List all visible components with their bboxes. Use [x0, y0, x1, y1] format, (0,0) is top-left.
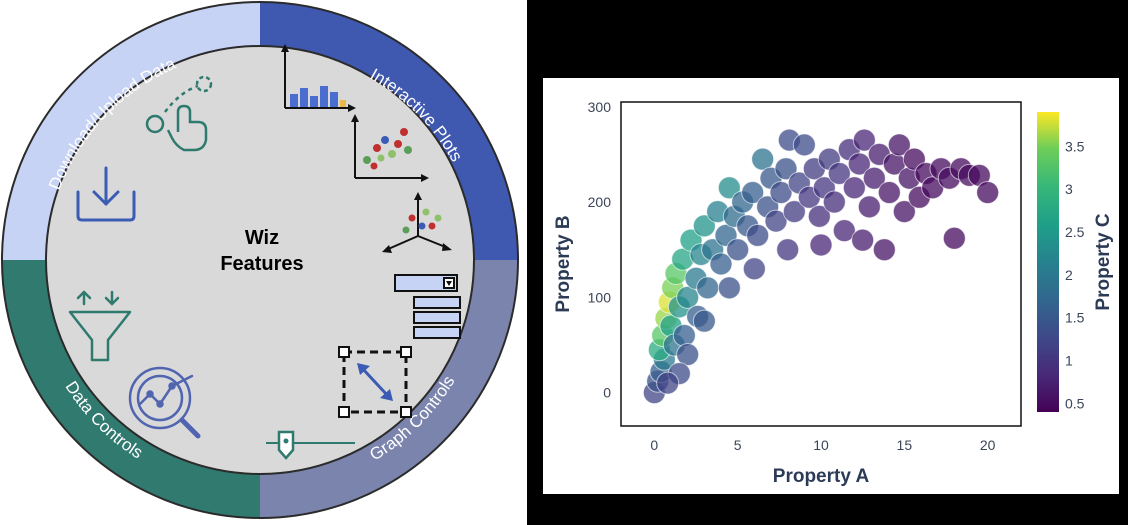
- colorbar-tick-label: 2.5: [1065, 224, 1085, 240]
- dropdown-menu-icon: [394, 274, 461, 339]
- x-tick-label: 10: [813, 437, 829, 453]
- x-axis-title: Property A: [773, 466, 870, 487]
- scatter-point: [809, 233, 833, 257]
- scatter-point: [877, 181, 901, 205]
- plot-frame: [620, 101, 1022, 427]
- scatter-point: [847, 152, 871, 176]
- scatter-point: [656, 371, 680, 395]
- resize-box-icon: [338, 346, 412, 418]
- colorbar-tick-label: 3.5: [1065, 138, 1085, 154]
- scatter-chart-panel: 0 5 10 15 20 0 100 200 300 Property A Property B…: [543, 78, 1119, 494]
- scatter-point: [751, 147, 775, 171]
- colorbar-tick-label: 1.5: [1065, 310, 1085, 326]
- features-wheel-panel: Download/Upload Data Interactive Plots G…: [0, 0, 527, 525]
- scatter-point: [822, 190, 846, 214]
- scatter-point: [741, 181, 765, 205]
- outer-ring-border: [1, 1, 519, 519]
- 3d-scatter-icon: [382, 192, 452, 253]
- scatter-plot-icon: [351, 114, 429, 182]
- center-title-line2: Features: [220, 253, 303, 275]
- scatter-point: [746, 223, 770, 247]
- scatter-point: [692, 214, 716, 238]
- features-wheel: Download/Upload Data Interactive Plots G…: [1, 1, 519, 519]
- scatter-point: [717, 276, 741, 300]
- y-tick-label: 300: [588, 99, 612, 115]
- scatter-point: [827, 161, 851, 185]
- y-tick-label: 200: [588, 194, 612, 210]
- x-tick-label: 20: [980, 437, 996, 453]
- filter-icon: [68, 290, 132, 362]
- x-tick-label: 5: [734, 437, 742, 453]
- scatter-point: [857, 195, 881, 219]
- colorbar: [1037, 112, 1059, 412]
- scatter-point: [892, 200, 916, 224]
- bar-chart-icon: [281, 44, 356, 112]
- scatter-point: [976, 181, 1000, 205]
- scatter-point: [742, 257, 766, 281]
- scatter-points: [642, 128, 1000, 405]
- scatter-point: [769, 181, 793, 205]
- scatter-point: [676, 343, 700, 367]
- colorbar-title: Property C: [1093, 213, 1114, 310]
- colorbar-tick-label: 1: [1065, 353, 1073, 369]
- scatter-point: [709, 252, 733, 276]
- scatter-point: [852, 128, 876, 152]
- scatter-point: [764, 209, 788, 233]
- x-tick-label: 0: [650, 437, 658, 453]
- scatter-point: [717, 176, 741, 200]
- scatter-point: [726, 238, 750, 262]
- colorbar-tick-label: 0.5: [1065, 395, 1085, 411]
- scatter-point: [862, 166, 886, 190]
- scatter-point: [672, 323, 696, 347]
- scatter-point: [851, 228, 875, 252]
- colorbar-tick-label: 2: [1065, 267, 1073, 283]
- scatter-point: [774, 157, 798, 181]
- y-tick-label: 0: [603, 385, 611, 401]
- x-tick-label: 15: [897, 437, 913, 453]
- colorbar-tick-label: 3: [1065, 181, 1073, 197]
- scatter-point: [842, 176, 866, 200]
- scatter-point: [782, 200, 806, 224]
- scatter-point: [692, 309, 716, 333]
- scatter-point: [676, 285, 700, 309]
- scatter-point: [807, 204, 831, 228]
- y-axis-title: Property B: [553, 215, 574, 312]
- scatter-point: [792, 133, 816, 157]
- scatter-point: [942, 226, 966, 250]
- click-drag-icon: [145, 75, 213, 152]
- scatter-point: [872, 238, 896, 262]
- scatter-point: [832, 219, 856, 243]
- colorbar-ticks: 0.5 1 1.5 2 2.5 3 3.5: [1065, 138, 1085, 411]
- search-data-icon: [128, 366, 201, 439]
- slider-icon: [266, 430, 355, 460]
- y-tick-label: 100: [588, 289, 612, 305]
- scatter-point: [696, 276, 720, 300]
- scatter-point: [776, 238, 800, 262]
- download-icon: [76, 166, 136, 222]
- center-title-line1: Wiz: [245, 227, 279, 249]
- scatter-point: [887, 133, 911, 157]
